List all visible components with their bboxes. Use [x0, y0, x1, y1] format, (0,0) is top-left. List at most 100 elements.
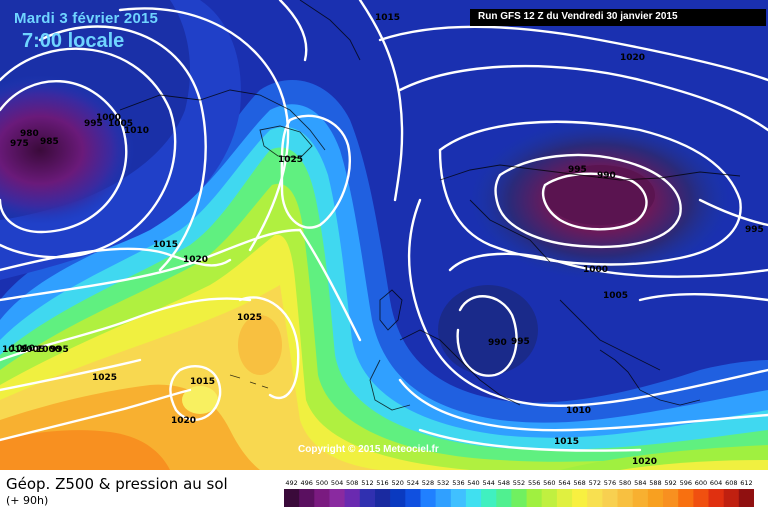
scale-color-swatch	[678, 489, 694, 507]
isobar-label: 990	[488, 338, 507, 348]
isobar-label: 1000	[583, 265, 608, 275]
scale-tick-label: 504	[331, 479, 343, 487]
isobar-label: 995	[568, 165, 587, 175]
isobar-label: 1025	[92, 373, 117, 383]
scale-tick-label: 560	[543, 479, 555, 487]
forecast-date: Mardi 3 février 2015	[14, 10, 159, 27]
scale-tick-label: 512	[361, 479, 373, 487]
scale-tick-label: 580	[619, 479, 631, 487]
scale-tick-label: 608	[725, 479, 737, 487]
isobar-label: 1015	[153, 240, 178, 250]
coastlines	[119, 0, 741, 411]
isobar-label: 1010	[124, 126, 149, 136]
scale-color-swatch	[329, 489, 346, 507]
scale-color-swatch	[390, 489, 406, 507]
scale-tick-label: 604	[710, 479, 722, 487]
scale-tick-label: 564	[558, 479, 570, 487]
scale-tick-label: 508	[346, 479, 358, 487]
isobar-label: 1020	[620, 53, 645, 63]
scale-tick-label: 532	[437, 479, 449, 487]
scale-color-swatch	[450, 489, 467, 507]
scale-color-swatch	[632, 489, 649, 507]
scale-tick-label: 592	[664, 479, 676, 487]
chart-title: Géop. Z500 & pression au sol	[6, 475, 228, 493]
scale-tick-label: 528	[422, 479, 434, 487]
scale-tick-label: 540	[467, 479, 479, 487]
isobar-label: 995	[745, 225, 764, 235]
isobar-label: 1000	[96, 113, 121, 123]
scale-tick-label: 612	[740, 479, 752, 487]
color-fill-background	[0, 0, 768, 470]
isobar-label: 1010	[10, 344, 35, 354]
scale-color-swatch	[541, 489, 558, 507]
color-scale: 492 496 500 504 508 512 516 520 524 528 532 536 540 5…	[284, 479, 754, 507]
scale-tick-label: 596	[680, 479, 692, 487]
scale-color-swatch	[556, 489, 573, 507]
isobar-label: 990	[597, 171, 616, 181]
scale-color-swatch	[587, 489, 603, 507]
isobar-lines	[0, 0, 768, 452]
scale-tick-label: 496	[300, 479, 312, 487]
scale-color-swatch	[572, 489, 588, 507]
isobar-label: 1005	[603, 291, 628, 301]
scale-color-swatch	[344, 489, 361, 507]
scale-color-swatch	[284, 489, 300, 507]
scale-tick-label: 544	[482, 479, 494, 487]
run-info-box	[470, 9, 766, 26]
scale-color-swatch	[511, 489, 528, 507]
scale-color-swatch	[496, 489, 512, 507]
run-info: Run GFS 12 Z du Vendredi 30 janvier 2015	[478, 11, 678, 22]
scale-tick-label: 600	[695, 479, 707, 487]
scale-color-swatch	[602, 489, 619, 507]
isobar-label: 1015	[554, 437, 579, 447]
scale-color-swatch	[314, 489, 330, 507]
isobar-label: 1015	[190, 377, 215, 387]
isobar-label: 1020	[183, 255, 208, 265]
isobar-label: 1025	[278, 155, 303, 165]
geopotential-map: 1015 1020 980 975 985 995 1000 1005 1010…	[0, 0, 768, 470]
isobar-label: 1020	[171, 416, 196, 426]
scale-tick-label: 548	[498, 479, 510, 487]
scale-tick-label: 524	[407, 479, 419, 487]
scale-color-swatch	[299, 489, 315, 507]
isobar-label: 1010	[566, 406, 591, 416]
scale-color-swatch	[708, 489, 725, 507]
scale-color-swatch	[738, 489, 754, 507]
isobar-label: 1005	[108, 119, 133, 129]
scale-tick-label: 552	[513, 479, 525, 487]
isobar-label: 1015	[375, 13, 400, 23]
isobar-label: 1000	[36, 345, 61, 355]
isobar-label: 995	[50, 345, 69, 355]
scale-color-swatch	[723, 489, 740, 507]
scale-tick-label: 520	[391, 479, 403, 487]
scale-color-swatch	[420, 489, 437, 507]
scale-tick-label: 572	[589, 479, 601, 487]
scale-color-swatch	[693, 489, 710, 507]
isobar-label: 1025	[237, 313, 262, 323]
scale-tick-label: 568	[573, 479, 585, 487]
scale-tick-label: 576	[604, 479, 616, 487]
scale-color-swatch	[647, 489, 664, 507]
isobar-label: 975	[10, 139, 29, 149]
isobar-label: 1005	[20, 345, 45, 355]
isobar-label: 995	[84, 119, 103, 129]
scale-color-swatch	[375, 489, 391, 507]
forecast-time: 7:00 locale	[22, 30, 125, 52]
scale-color-swatch	[465, 489, 482, 507]
copyright-text: Copyright © 2015 Meteociel.fr	[298, 444, 439, 455]
scale-tick-label: 588	[649, 479, 661, 487]
isobar-label: 995	[511, 337, 530, 347]
scale-tick-label: 516	[376, 479, 388, 487]
scale-color-swatch	[526, 489, 543, 507]
scale-color-swatch	[481, 489, 497, 507]
forecast-lead-time: (+ 90h)	[6, 494, 49, 507]
scale-tick-label: 500	[316, 479, 328, 487]
isobar-value-labels: 1015 1020 980 975 985 995 1000 1005 1010…	[2, 13, 764, 467]
isobar-label: 985	[40, 137, 59, 147]
scale-color-swatch	[617, 489, 634, 507]
scale-color-swatch	[435, 489, 452, 507]
scale-color-swatch	[663, 489, 679, 507]
scale-color-swatch	[359, 489, 376, 507]
isobar-label: 1015	[2, 345, 27, 355]
